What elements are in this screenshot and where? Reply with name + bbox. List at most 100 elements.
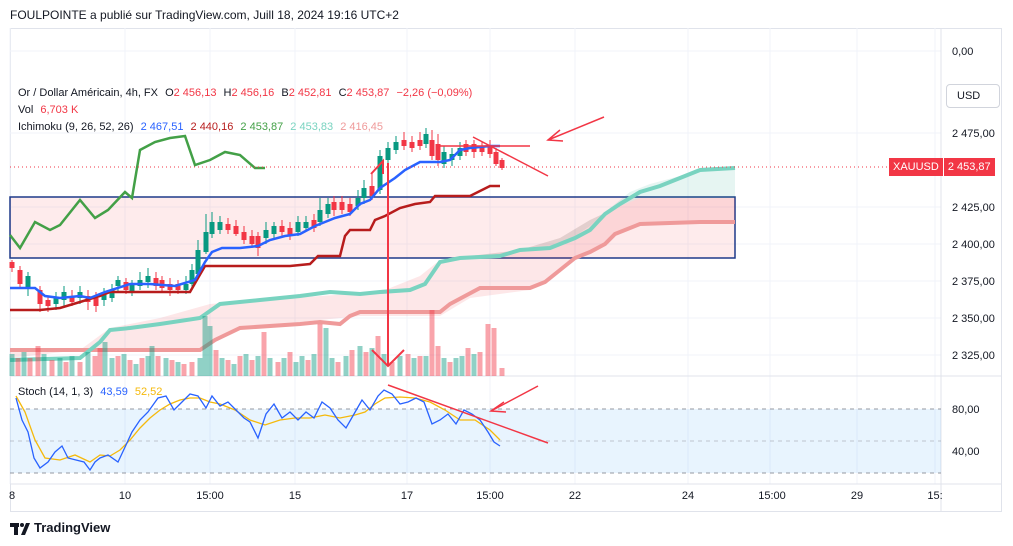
candle-body [435,144,441,160]
time-axis-label: 29 [851,490,863,502]
candle-body [479,146,485,152]
close-label: C [338,87,347,99]
volume-bar [231,364,237,376]
price-axis-label: 2 375,00 [952,276,995,288]
candle-body [401,140,407,146]
candle-body [417,140,423,146]
price-axis-labels: 0,00 2 475,00 2 425,00 2 400,00 2 375,00 2 35… [952,46,995,362]
candle-body [355,198,361,206]
stoch-arrow-pointer[interactable] [490,385,539,412]
volume-bar [102,342,108,376]
volume-bar [41,354,47,376]
volume-bar [249,360,255,376]
candle-body [287,228,293,236]
candle-body [249,236,255,244]
volume-bar [299,356,305,376]
candle-body [263,230,269,238]
volume-bar [323,328,329,376]
candle-body [233,226,239,234]
candle-body [175,284,181,290]
candle-body [271,226,277,234]
current-price: 2 453,87 [947,161,991,173]
volume-bar [57,358,63,376]
currency-button[interactable]: USD [946,84,1000,108]
volume-bar [471,354,477,376]
symbol-label[interactable]: Or / Dollar Américain, 4h, FX [18,87,158,99]
volume-bar [189,362,195,376]
volume-bar [335,362,341,376]
volume-bar [293,362,299,376]
volume-bar [369,348,375,376]
volume-bar [15,358,21,376]
candle-body [317,210,323,222]
volume-bar [477,352,483,376]
tradingview-logo-icon [10,522,30,535]
volume-label[interactable]: Vol [18,104,34,116]
kijun-sen [10,184,500,312]
volume-bar [115,356,121,376]
candle-body [17,270,23,284]
candle-body [385,148,391,160]
price-axis-label: 2 475,00 [952,128,995,140]
volume-bar [485,324,491,376]
candle-body [377,156,383,190]
short-arrow-mark [370,158,384,175]
candle-body [209,222,215,234]
volume-bar [349,350,355,376]
volume-bar [163,358,169,376]
volume-bar [389,362,395,376]
stoch-label[interactable]: Stoch (14, 1, 3) [18,386,94,398]
current-symbol: XAUUSD [893,161,939,173]
current-price-tag: XAUUSD 2 453,87 [889,158,995,176]
volume-bar [499,368,505,376]
candle-body [361,188,367,198]
ohlc-legend: Or / Dollar Américain, 4h, FX O2 456,13 … [18,87,476,99]
volume-bar [202,316,208,376]
time-axis-label: 15: [927,490,942,502]
candle-body [61,292,67,300]
stoch-divergence-line[interactable] [387,384,549,444]
volume-bar [357,346,363,376]
senkou-span-a [9,166,736,362]
candle-body [339,202,345,210]
volume-bar [411,358,417,376]
high-value: 2 456,16 [231,87,275,99]
volume-bar [261,332,267,376]
candle-body [153,278,159,286]
volume-bar [429,310,435,376]
candle-body [255,236,261,248]
candle-body [53,298,59,304]
open-label: O [165,87,174,99]
candle-body [109,290,115,298]
price-axis-label: 2 350,00 [952,313,995,325]
candle-body [145,276,151,282]
volume-bar [329,358,335,376]
stoch-arrow-pointer-head [488,401,507,413]
candle-body [115,280,121,286]
stoch-axis-labels: 80,00 40,00 [952,404,980,458]
volume-bar [459,356,465,376]
volume-bar [127,360,133,376]
candle-body [303,222,309,228]
price-axis-label: 2 425,00 [952,202,995,214]
volume-bar [305,360,311,376]
volume-bar [343,356,349,376]
ichimoku-label[interactable]: Ichimoku (9, 26, 52, 26) [18,121,134,133]
stoch-d-value: 52,52 [134,386,163,398]
volume-bar [275,362,281,376]
volume-value: 6,703 K [40,104,79,116]
descending-trendline[interactable] [472,136,549,177]
volume-bar [397,356,403,376]
volume-bar [63,362,69,376]
candle-body [167,284,173,290]
change-value: −2,26 (−0,09%) [396,87,473,99]
candle-body [93,298,99,306]
volume-bar [85,352,91,376]
price-axis-label: 0,00 [952,46,973,58]
volume-bar [423,356,429,376]
arrow-pointer-top[interactable] [547,116,605,141]
volume-bar [139,358,145,376]
stoch-k-value: 43,59 [100,386,128,398]
tradingview-footer[interactable]: TradingView [10,520,110,535]
